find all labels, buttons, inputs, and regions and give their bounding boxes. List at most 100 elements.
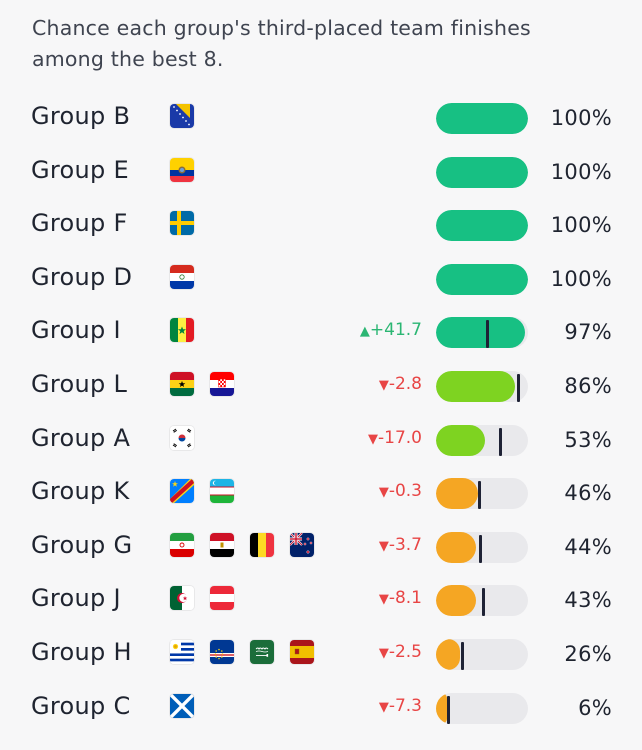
percent-label: 53% <box>564 427 612 452</box>
bar <box>436 103 528 134</box>
change-value: -0.3 <box>388 481 422 502</box>
group-row: Group I ▲+41.7 97% <box>0 305 642 359</box>
bar-track <box>436 103 528 134</box>
percent-label: 100% <box>550 266 612 291</box>
bar <box>436 371 515 402</box>
chart-title: Chance each group's third-placed team fi… <box>32 16 531 71</box>
group-row: Group A ▼-17.0 53% <box>0 413 642 467</box>
bar-track <box>436 371 528 402</box>
bar <box>436 156 528 188</box>
group-label: Group E <box>31 155 129 184</box>
triangle-down-icon: ▼ <box>378 592 389 608</box>
belgium-flag-icon <box>250 532 274 557</box>
percent-label: 97% <box>564 320 612 345</box>
triangle-down-icon: ▼ <box>378 485 389 501</box>
previous-value-marker <box>486 320 489 349</box>
senegal-flag-icon <box>170 318 194 343</box>
change-label: ▼-0.3 <box>379 479 422 505</box>
change-value: -3.7 <box>388 534 422 555</box>
group-row: Group G ▼-3.7 44% <box>0 520 642 574</box>
change-value: +41.7 <box>369 320 422 341</box>
uruguay-flag-icon <box>170 640 194 664</box>
percent-label: 100% <box>550 106 612 130</box>
bar <box>436 639 460 670</box>
group-row: Group J ▼-8.1 43% <box>0 573 642 627</box>
change-value: -7.3 <box>388 695 422 716</box>
algeria-flag-icon <box>170 586 194 611</box>
group-row: Group H ▼-2.5 26% <box>0 627 642 681</box>
group-label: Group I <box>31 316 121 345</box>
bar-track <box>436 639 528 670</box>
ecuador-flag-icon <box>170 157 194 182</box>
bar <box>436 424 485 456</box>
change-value: -2.5 <box>388 642 422 662</box>
percent-label: 44% <box>564 534 612 559</box>
change-value: -2.8 <box>388 374 422 394</box>
percent-label: 26% <box>564 642 612 666</box>
triangle-up-icon: ▲ <box>359 324 370 340</box>
percent-label: 6% <box>578 695 612 720</box>
bar-track <box>436 263 528 295</box>
cape-verde-flag-icon <box>210 640 234 664</box>
previous-value-marker <box>461 642 464 670</box>
bar-track <box>436 478 528 510</box>
saudi-arabia-flag-icon <box>250 640 274 664</box>
uzbekistan-flag-icon <box>210 479 234 504</box>
dr-congo-flag-icon <box>170 479 194 504</box>
group-label: Group J <box>31 584 121 613</box>
bosnia-flag-icon <box>170 104 194 128</box>
group-label: Group L <box>31 370 128 398</box>
change-label: ▼-8.1 <box>379 586 422 612</box>
group-row: Group K ▼-0.3 46% <box>0 466 642 520</box>
group-row: Group B 100% <box>0 91 642 145</box>
change-label: ▼-2.5 <box>379 640 422 666</box>
spain-flag-icon <box>290 640 314 664</box>
previous-value-marker <box>447 695 450 724</box>
percent-label: 86% <box>564 374 612 398</box>
group-row: Group D 100% <box>0 252 642 306</box>
bar <box>436 263 528 295</box>
group-label: Group D <box>31 262 133 291</box>
bar-track <box>436 692 528 724</box>
group-row: Group L ▼-2.8 86% <box>0 359 642 413</box>
group-label: Group B <box>31 102 131 130</box>
bar <box>436 317 525 349</box>
triangle-down-icon: ▼ <box>378 699 389 715</box>
bar <box>436 478 478 510</box>
group-label: Group C <box>31 691 131 720</box>
group-row: Group E 100% <box>0 145 642 199</box>
group-label: Group H <box>31 638 132 666</box>
change-label: ▼-2.8 <box>379 372 422 398</box>
group-row: Group C ▼-7.3 6% <box>0 681 642 735</box>
scotland-flag-icon <box>170 693 194 718</box>
bar <box>436 692 447 724</box>
austria-flag-icon <box>210 586 234 611</box>
change-label: ▼-3.7 <box>379 533 422 559</box>
previous-value-marker <box>482 588 485 617</box>
bar-track <box>436 531 528 563</box>
paraguay-flag-icon <box>170 264 194 289</box>
change-value: -17.0 <box>378 427 422 448</box>
bar-track <box>436 210 528 242</box>
previous-value-marker <box>479 534 482 563</box>
new-zealand-flag-icon <box>290 532 314 557</box>
iran-flag-icon <box>170 532 194 557</box>
bar <box>436 531 476 563</box>
bar-track <box>436 156 528 188</box>
percent-label: 46% <box>564 481 612 506</box>
change-label: ▲+41.7 <box>360 318 422 344</box>
south-korea-flag-icon <box>170 425 194 450</box>
triangle-down-icon: ▼ <box>378 538 389 554</box>
percent-label: 100% <box>550 213 612 238</box>
previous-value-marker <box>478 481 481 510</box>
previous-value-marker <box>517 374 520 402</box>
triangle-down-icon: ▼ <box>378 378 389 393</box>
egypt-flag-icon <box>210 532 234 557</box>
group-label: Group K <box>31 477 130 506</box>
bar-track <box>436 424 528 456</box>
triangle-down-icon: ▼ <box>378 646 389 661</box>
change-label: ▼-17.0 <box>368 426 422 452</box>
croatia-flag-icon <box>210 372 234 396</box>
group-label: Group F <box>31 209 128 238</box>
group-row: Group F 100% <box>0 198 642 252</box>
